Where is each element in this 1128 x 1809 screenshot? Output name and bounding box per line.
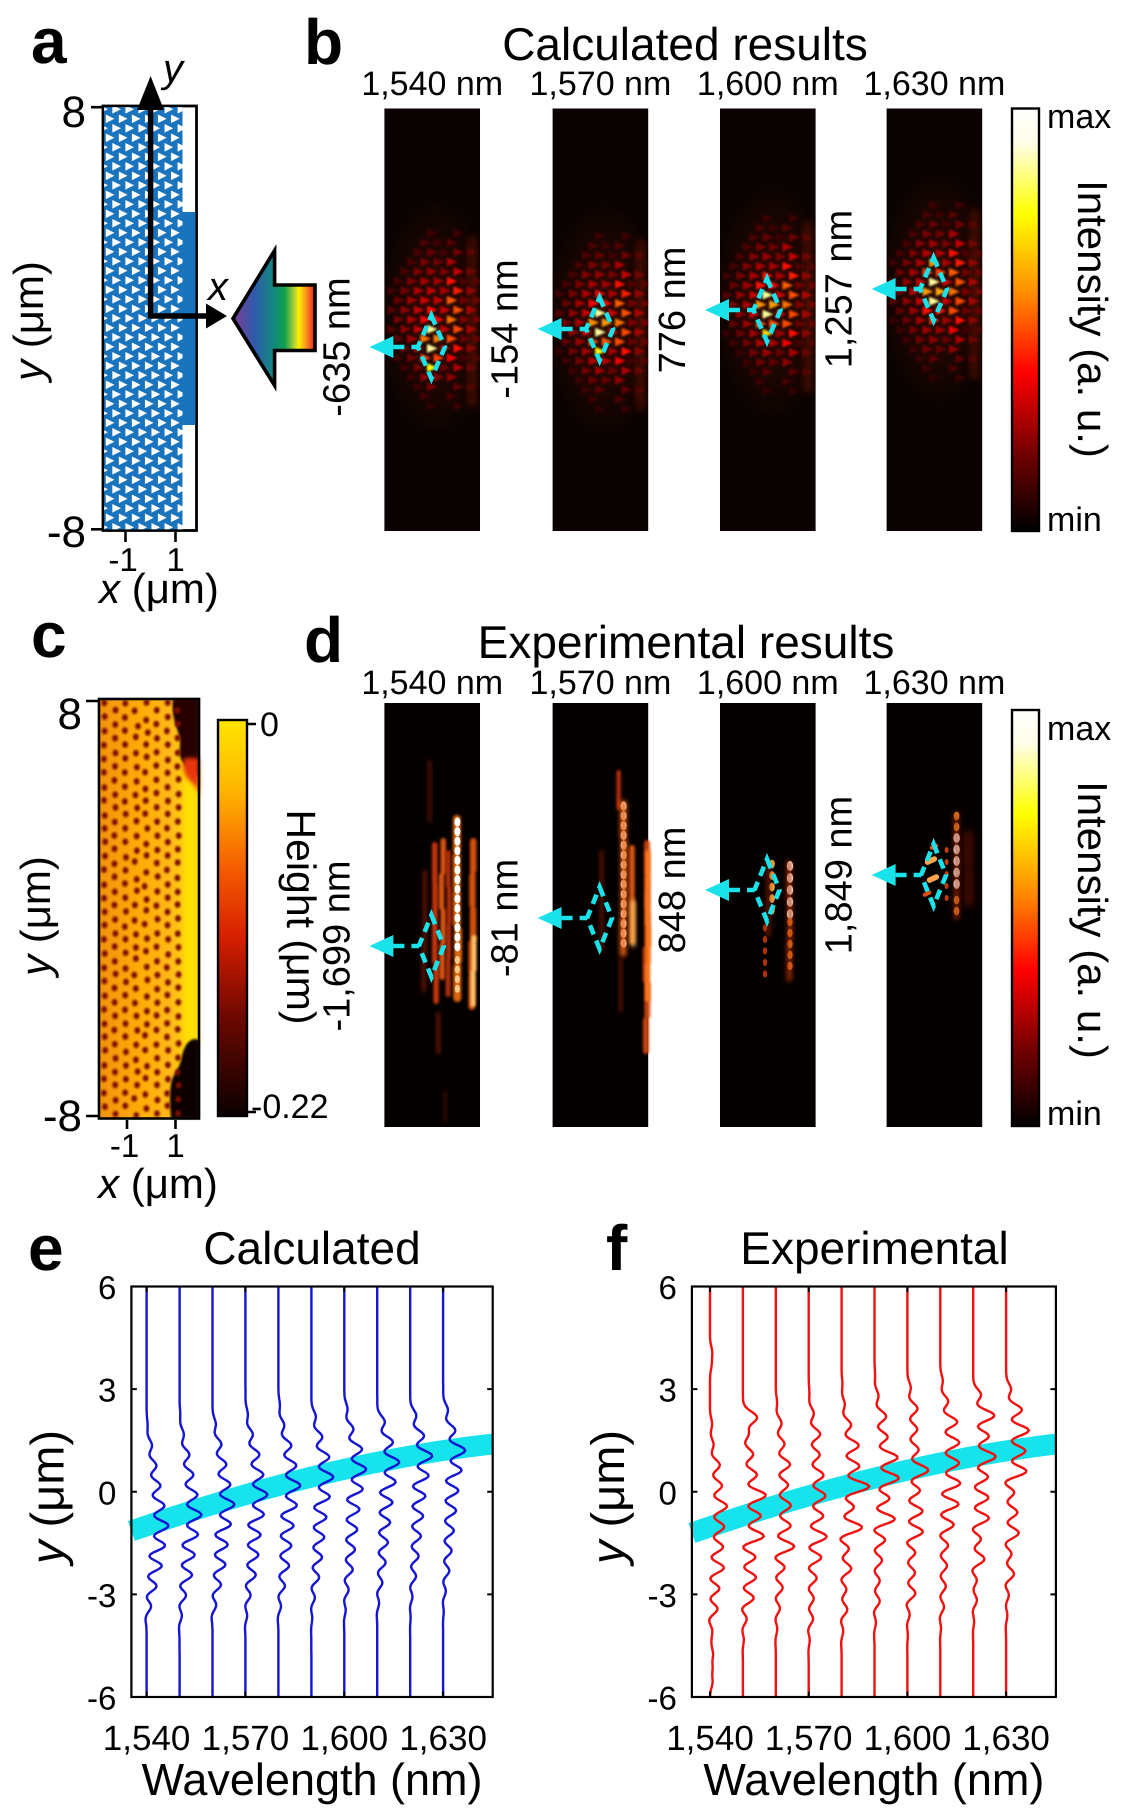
svg-text:8: 8 <box>58 690 82 739</box>
svg-text:1,570 nm: 1,570 nm <box>530 65 672 103</box>
svg-text:-6: -6 <box>87 1680 116 1717</box>
svg-text:x (μm): x (μm) <box>97 565 219 612</box>
svg-text:0: 0 <box>98 1474 116 1511</box>
svg-text:1,630: 1,630 <box>399 1719 487 1758</box>
svg-text:1,570 nm: 1,570 nm <box>530 664 672 702</box>
svg-text:y (μm): y (μm) <box>20 1430 73 1567</box>
svg-text:-8: -8 <box>43 1092 82 1141</box>
svg-text:1,540 nm: 1,540 nm <box>361 664 503 702</box>
svg-text:-0.22: -0.22 <box>251 1088 329 1126</box>
svg-text:1,600 nm: 1,600 nm <box>697 664 839 702</box>
svg-text:1,630 nm: 1,630 nm <box>864 65 1006 103</box>
svg-text:a: a <box>31 5 67 77</box>
svg-text:f: f <box>606 1212 628 1284</box>
svg-text:1: 1 <box>166 1127 184 1164</box>
svg-text:-81 nm: -81 nm <box>485 859 527 977</box>
svg-text:-154 nm: -154 nm <box>485 259 527 398</box>
svg-text:0: 0 <box>659 1474 677 1511</box>
svg-text:8: 8 <box>62 88 86 137</box>
svg-text:-635 nm: -635 nm <box>316 277 358 416</box>
svg-text:max: max <box>1047 98 1111 136</box>
svg-text:-1: -1 <box>108 541 137 578</box>
svg-text:1,257 nm: 1,257 nm <box>819 210 861 368</box>
svg-text:1,600: 1,600 <box>301 1719 389 1758</box>
svg-text:-6: -6 <box>648 1680 677 1717</box>
svg-text:1: 1 <box>166 541 184 578</box>
svg-text:Experimental results: Experimental results <box>478 616 895 668</box>
svg-text:-3: -3 <box>87 1577 116 1614</box>
svg-text:1,600: 1,600 <box>864 1719 952 1758</box>
svg-text:1,630 nm: 1,630 nm <box>864 664 1006 702</box>
svg-text:1,849 nm: 1,849 nm <box>819 796 861 954</box>
svg-text:Height (μm): Height (μm) <box>278 810 324 1025</box>
svg-text:Intensity (a. u.): Intensity (a. u.) <box>1069 180 1116 458</box>
svg-text:776 nm: 776 nm <box>652 247 694 374</box>
svg-text:min: min <box>1047 1095 1102 1133</box>
svg-text:b: b <box>304 6 343 78</box>
svg-text:1,630: 1,630 <box>962 1719 1050 1758</box>
svg-text:848 nm: 848 nm <box>652 827 694 954</box>
svg-text:x: x <box>206 265 230 309</box>
svg-text:-1: -1 <box>110 1127 139 1164</box>
svg-text:y (μm): y (μm) <box>5 261 52 384</box>
svg-text:3: 3 <box>659 1372 677 1409</box>
svg-text:6: 6 <box>659 1269 677 1306</box>
svg-text:min: min <box>1047 501 1102 539</box>
svg-text:1,540: 1,540 <box>103 1719 191 1758</box>
svg-text:Experimental: Experimental <box>740 1222 1008 1274</box>
svg-text:1,570: 1,570 <box>765 1719 853 1758</box>
svg-text:y: y <box>160 47 186 91</box>
svg-text:y (μm): y (μm) <box>581 1430 634 1567</box>
svg-text:c: c <box>31 599 67 671</box>
svg-text:1,570: 1,570 <box>202 1719 290 1758</box>
svg-text:3: 3 <box>98 1372 116 1409</box>
svg-text:1,540: 1,540 <box>666 1719 754 1758</box>
svg-text:6: 6 <box>98 1269 116 1306</box>
svg-text:y (μm): y (μm) <box>12 856 59 979</box>
svg-text:1,600 nm: 1,600 nm <box>697 65 839 103</box>
svg-text:-1,699 nm: -1,699 nm <box>316 860 358 1031</box>
svg-text:Calculated results: Calculated results <box>502 18 868 70</box>
svg-text:e: e <box>28 1212 64 1284</box>
svg-text:x (μm): x (μm) <box>96 1160 218 1207</box>
svg-text:-8: -8 <box>47 508 86 557</box>
svg-text:-3: -3 <box>648 1577 677 1614</box>
svg-text:Wavelength (nm): Wavelength (nm) <box>703 1754 1044 1805</box>
svg-text:Wavelength (nm): Wavelength (nm) <box>142 1754 483 1805</box>
svg-text:1,540 nm: 1,540 nm <box>361 65 503 103</box>
svg-text:d: d <box>304 604 343 676</box>
svg-text:Calculated: Calculated <box>203 1222 420 1274</box>
svg-text:Intensity (a. u.): Intensity (a. u.) <box>1069 781 1116 1059</box>
svg-text:0: 0 <box>260 706 279 744</box>
svg-text:max: max <box>1047 710 1111 748</box>
